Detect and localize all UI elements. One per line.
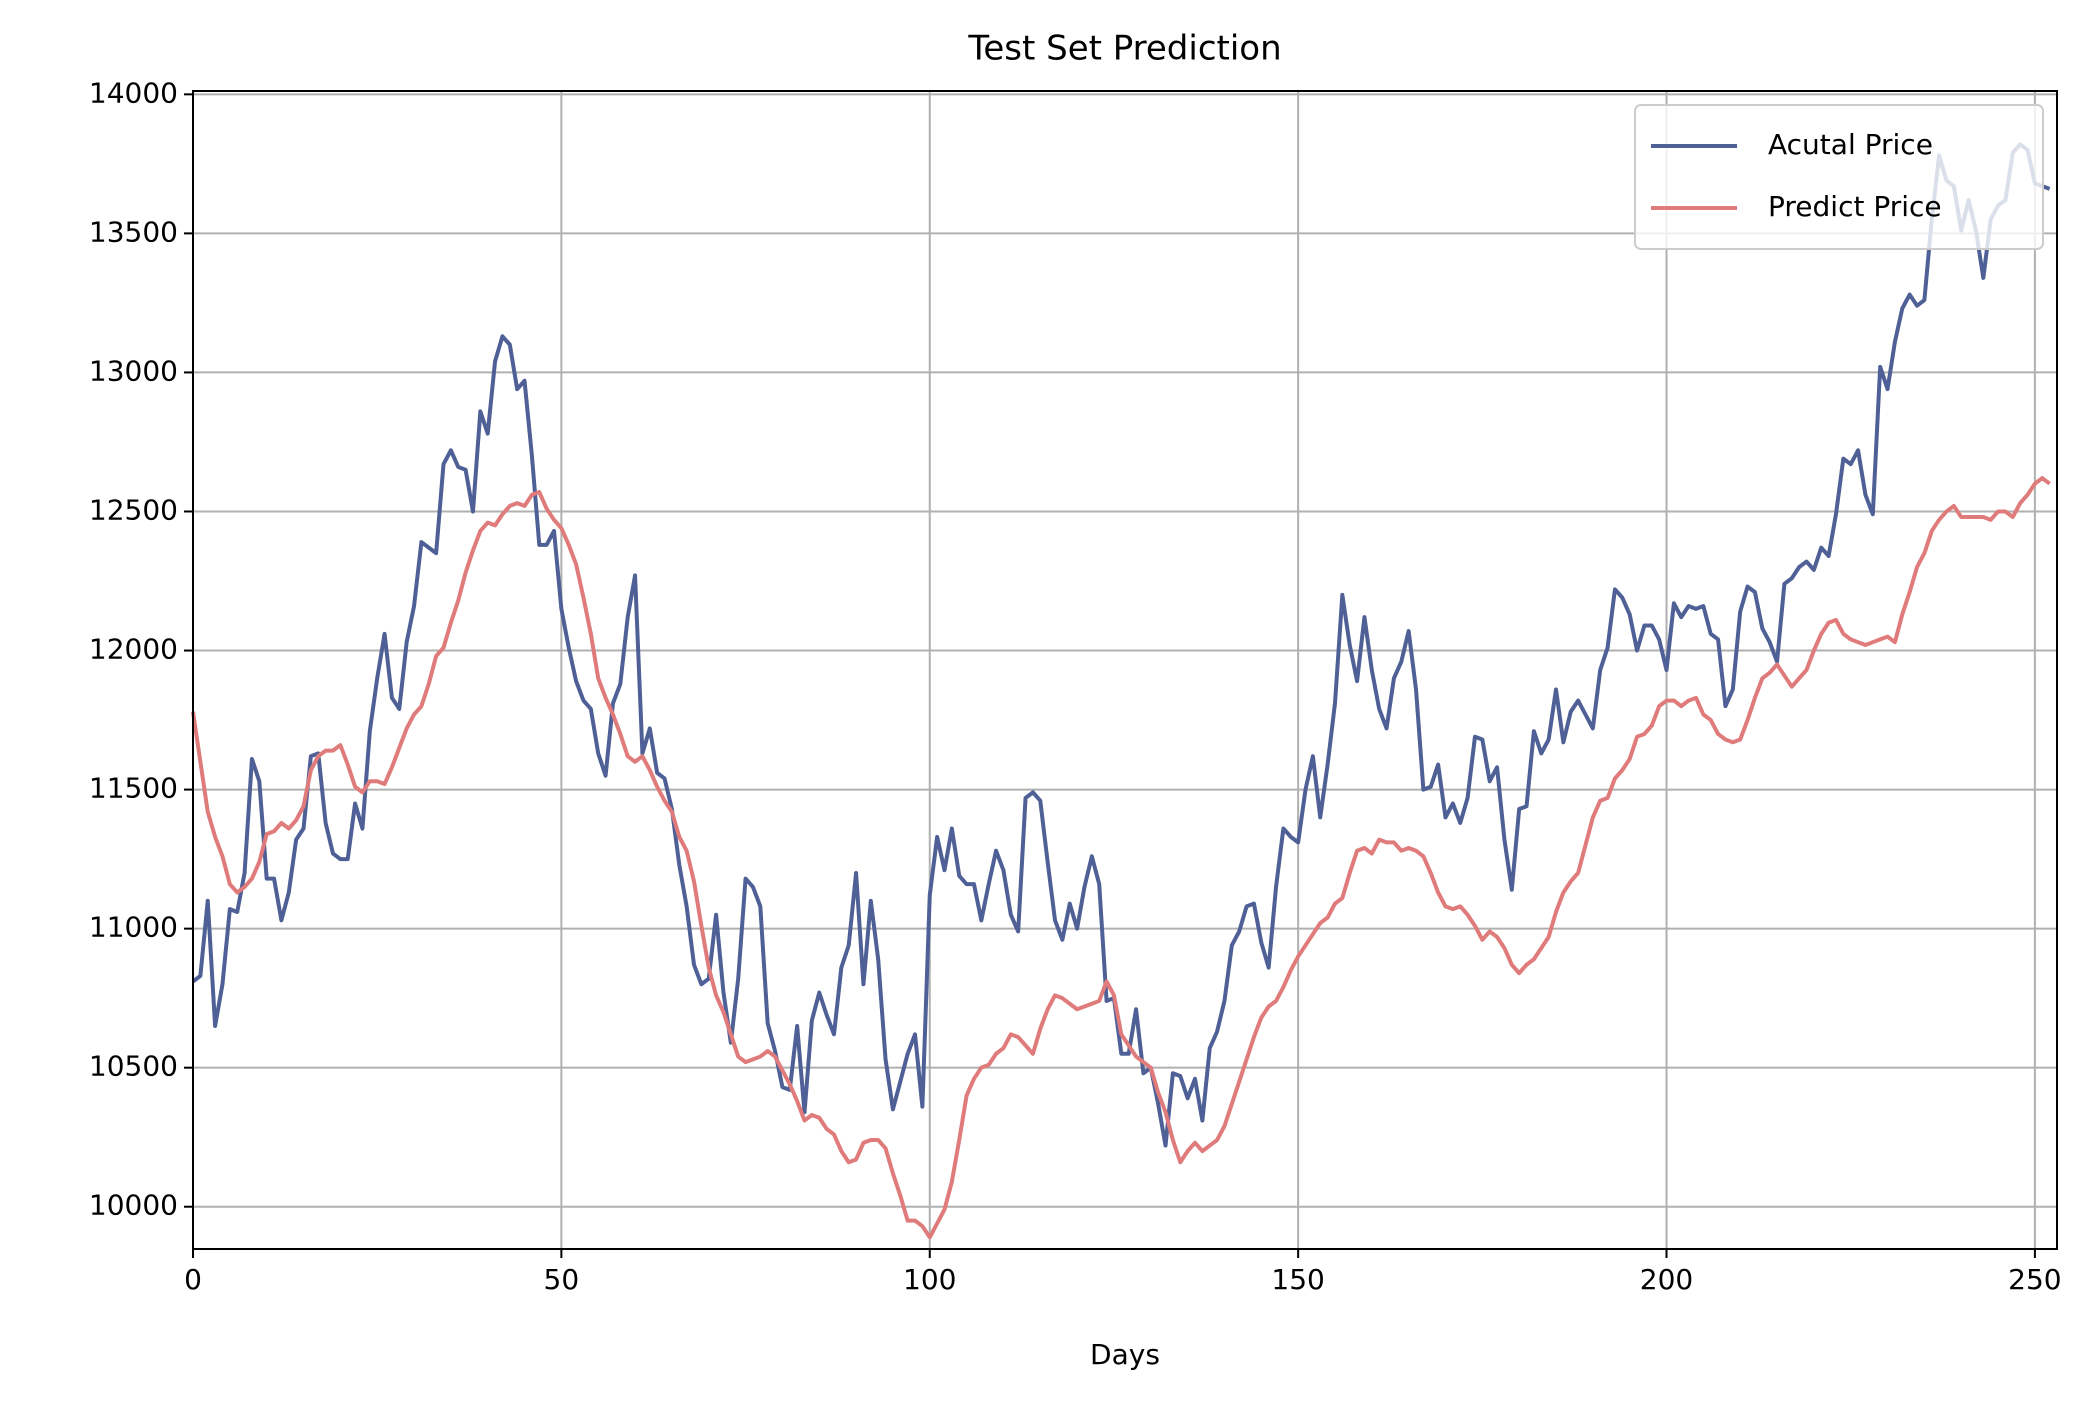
x-tick-label: 200 — [1640, 1263, 1693, 1296]
y-tick-label: 14000 — [89, 76, 178, 109]
y-tick-label: 10500 — [89, 1050, 178, 1083]
y-tick-label: 12500 — [89, 493, 178, 526]
data-line — [191, 476, 2051, 1240]
y-tick-label: 13000 — [89, 354, 178, 387]
x-tick-label: 150 — [1271, 1263, 1324, 1296]
y-tick-label: 11000 — [89, 911, 178, 944]
x-tick-label: 0 — [184, 1263, 202, 1296]
y-tick-label: 13500 — [89, 215, 178, 248]
x-tick-label: 250 — [2008, 1263, 2061, 1296]
y-tick-label: 12000 — [89, 633, 178, 666]
legend-box — [1634, 104, 2044, 250]
data-line — [191, 142, 2051, 1148]
chart-title: Test Set Prediction — [967, 29, 1281, 69]
legend-label: Predict Price — [1768, 190, 1942, 223]
x-tick-label: 50 — [544, 1263, 580, 1296]
plot-frame — [192, 90, 2058, 1250]
x-axis-label: Days — [1090, 1338, 1160, 1371]
y-tick-label: 10000 — [89, 1189, 178, 1222]
legend-label: Acutal Price — [1768, 128, 1933, 161]
x-tick-label: 100 — [903, 1263, 956, 1296]
y-tick-label: 11500 — [89, 772, 178, 805]
